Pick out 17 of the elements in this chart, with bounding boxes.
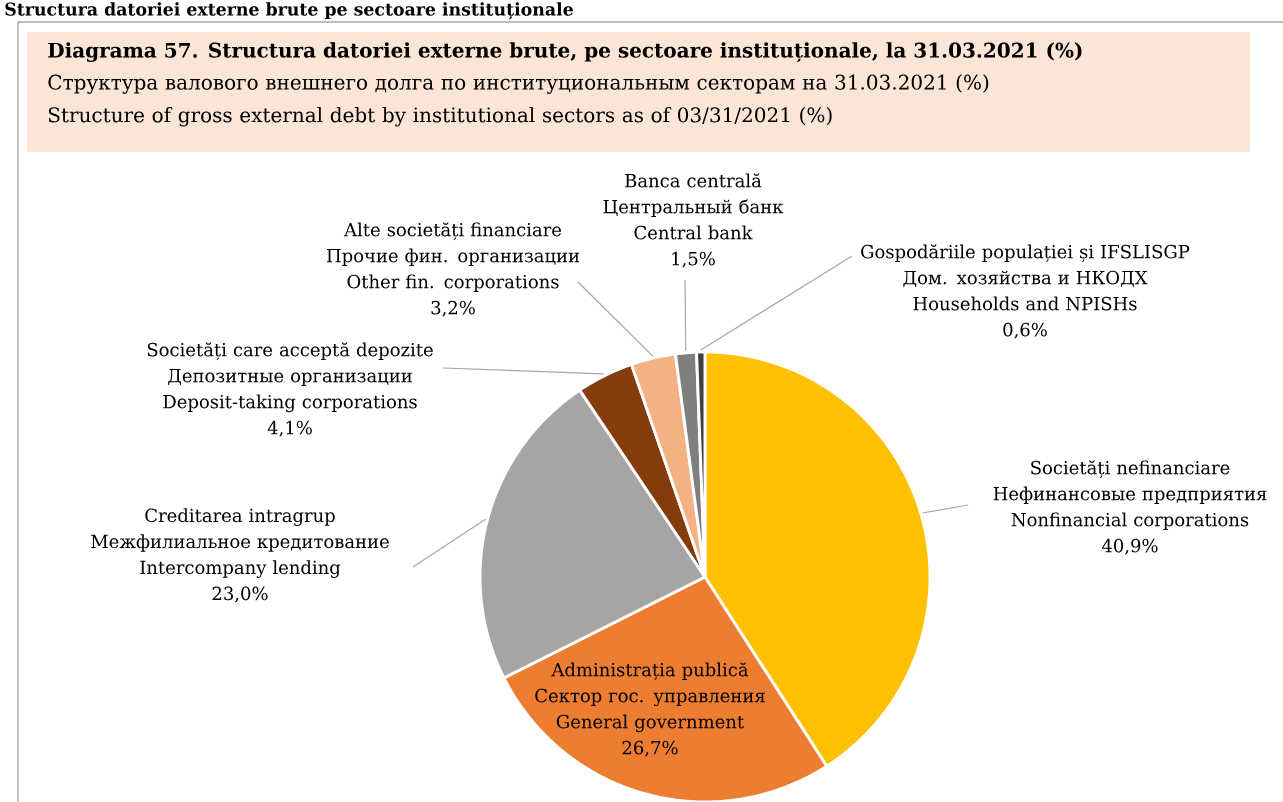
slice-label: Gospodăriile populației și IFSLISGP Дом. хозяйства и НКОДХ Households and NPISHs <box>861 244 1190 311</box>
data-label: 23,0% <box>212 586 268 603</box>
slice-label: Administrația publică Сектор гос. управления General government <box>535 662 765 733</box>
slice-label: Alte societăți financiare Прочие фин. организации Other fin. corporations <box>326 222 580 292</box>
data-label: 3,2% <box>431 300 475 317</box>
slice-label: Creditarea intragrup Межфилиальное кредитование Intercompany lending <box>91 508 389 578</box>
data-label: 40,9% <box>1101 538 1158 555</box>
data-label: 26,7% <box>622 740 678 757</box>
data-label: 1,5% <box>672 251 715 268</box>
slice-label: Societăți nefinanciare Нефинансовые предприятия Nonfinancial corporations <box>993 460 1267 530</box>
slice-label: Banca centrală Центральный банк Central bank <box>603 173 784 240</box>
data-label: 4,1% <box>267 420 312 437</box>
slice-label: Societăți care acceptă depozite Депозитные организации Deposit-taking corporations <box>147 342 433 413</box>
data-label: 0,6% <box>1003 322 1047 339</box>
chart-subtitle: Структура валового внешнего долга по институциональным секторам на 31.03.2021 (%) Structure of gross external debt by institutional sectors as of 03/31/2021 (%) <box>48 74 989 127</box>
text: Structura datoriei externe brute pe sectoare instituționale <box>5 2 573 20</box>
chart-title: Diagrama 57. Structura datoriei externe brute, pe sectoare instituționale, la 31.03.2021 (%) <box>48 42 1082 63</box>
